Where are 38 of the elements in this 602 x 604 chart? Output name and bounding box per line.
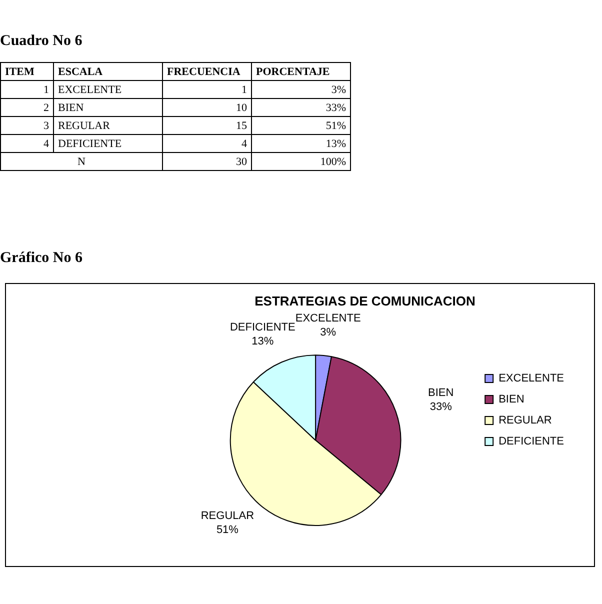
text: 2 <box>0 98 54 116</box>
slice-label: REGULAR <box>200 510 254 522</box>
text: 51% <box>252 116 350 134</box>
text: 4 <box>0 134 54 152</box>
text: EXCELENTE <box>54 80 162 98</box>
text: 1 <box>0 80 54 98</box>
text: ITEM <box>0 62 54 80</box>
data-label: 3% <box>320 326 336 339</box>
text: Gráfico No 6 <box>0 250 82 267</box>
text: DEFICIENTE <box>54 134 162 152</box>
text: 15 <box>162 116 252 134</box>
text: 100% <box>252 152 350 170</box>
data-label: 33% <box>430 400 452 413</box>
text: 10 <box>162 98 252 116</box>
text: 13% <box>252 134 350 152</box>
legend-label: BIEN <box>498 394 524 406</box>
text: 4 <box>162 134 252 152</box>
text: 30 <box>162 152 252 170</box>
legend-label: DEFICIENTE <box>498 436 564 448</box>
text: 3 <box>0 116 54 134</box>
text: 1 <box>162 80 252 98</box>
legend-label: EXCELENTE <box>498 372 564 385</box>
text: FRECUENCIA <box>162 62 252 80</box>
data-label: 51% <box>216 524 239 536</box>
text: Cuadro No 6 <box>0 33 82 50</box>
data-label: 13% <box>252 335 274 348</box>
chart-title: ESTRATEGIAS DE COMUNICACION <box>254 293 476 308</box>
slice-label: EXCELENTE <box>295 312 361 325</box>
text: REGULAR <box>54 116 162 134</box>
text: BIEN <box>54 98 162 116</box>
text: 33% <box>252 98 350 116</box>
slice-label: DEFICIENTE <box>230 321 296 334</box>
legend-label: REGULAR <box>498 414 552 427</box>
text: 3% <box>252 80 350 98</box>
text: ESCALA <box>54 62 162 80</box>
slice-label: BIEN <box>428 386 454 399</box>
text: PORCENTAJE <box>252 62 350 80</box>
text: N <box>0 152 162 170</box>
